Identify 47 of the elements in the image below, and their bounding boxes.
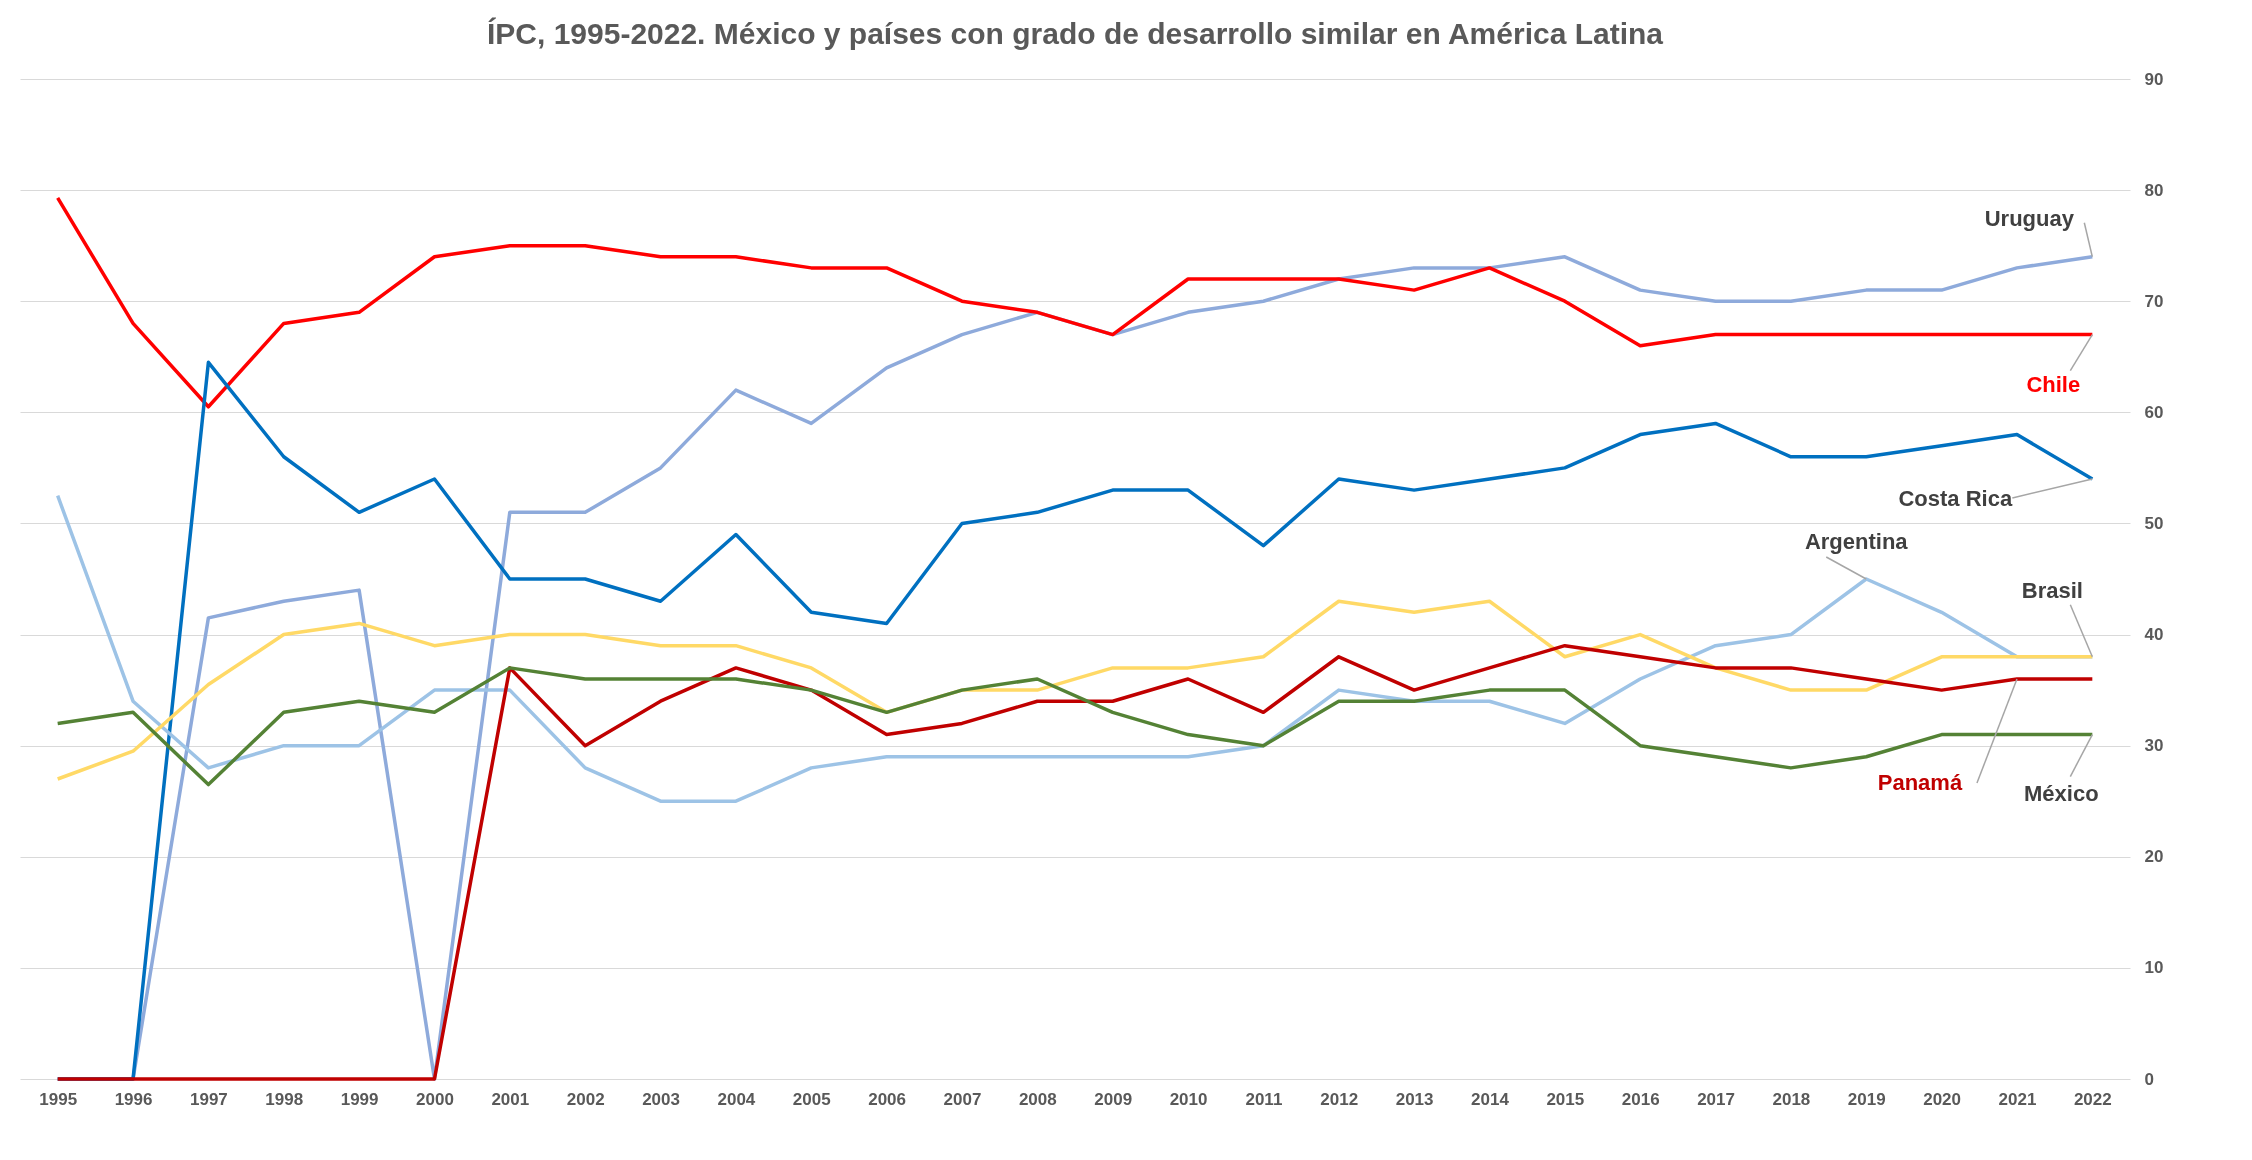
x-tick-label: 2004 (717, 1089, 756, 1109)
text: Panamá (1877, 770, 1963, 795)
x-tick-label: 2001 (491, 1089, 530, 1109)
x-tick-label: 2005 (792, 1089, 831, 1109)
line-series (55, 196, 2095, 409)
x-tick-label: 1998 (265, 1089, 304, 1109)
x-tick-label: 2015 (1546, 1089, 1585, 1109)
x-tick-label: 1995 (39, 1089, 78, 1109)
series-label: Argentina (1804, 529, 1909, 554)
x-tick-label: 2000 (416, 1089, 454, 1109)
x-tick-label: 2003 (642, 1089, 680, 1109)
x-tick-label: 2022 (2073, 1089, 2112, 1109)
y-tick-label: 30 (2144, 736, 2164, 756)
y-tick-label: 0 (2144, 1069, 2154, 1089)
x-tick-label: 1997 (189, 1089, 228, 1109)
y-tick-label: 20 (2144, 847, 2164, 867)
y-tick-label: 70 (2144, 291, 2164, 311)
x-tick-label: 2009 (1094, 1089, 1133, 1109)
chart-title: ÍPC, 1995-2022. México y países con grado de desarrollo similar en América Latina (486, 17, 1664, 50)
x-tick-label: 1996 (114, 1089, 153, 1109)
x-tick-label: 2007 (943, 1089, 982, 1109)
x-tick-label: 2011 (1245, 1089, 1283, 1109)
series-label: Costa Rica (1898, 486, 2013, 511)
x-tick-label: 2013 (1395, 1089, 1434, 1109)
x-tick-label: 2014 (1471, 1089, 1510, 1109)
x-tick-label: 2006 (868, 1089, 907, 1109)
y-tick-label: 40 (2144, 625, 2164, 645)
x-tick-label: 2016 (1621, 1089, 1660, 1109)
y-tick-label: 60 (2144, 402, 2164, 422)
x-tick-label: 2019 (1847, 1089, 1886, 1109)
y-tick-label: 10 (2144, 958, 2164, 978)
x-tick-label: 2018 (1772, 1089, 1811, 1109)
x-tick-label: 2010 (1169, 1089, 1208, 1109)
x-tick-label: 1999 (340, 1089, 379, 1109)
series-label: Chile (2026, 371, 2081, 397)
x-tick-label: 2021 (1998, 1089, 2037, 1109)
text: Brasil (2021, 577, 2083, 603)
x-tick-label: 2017 (1697, 1089, 1735, 1109)
series-label: Uruguay (1984, 205, 2075, 231)
y-tick-label: 50 (2144, 513, 2164, 533)
x-tick-label: 2002 (566, 1089, 605, 1109)
x-tick-label: 2012 (1320, 1089, 1359, 1109)
x-tick-label: 2020 (1923, 1089, 1962, 1109)
y-tick-label: 90 (2144, 69, 2164, 89)
y-tick-label: 80 (2144, 180, 2164, 200)
x-tick-label: 2008 (1018, 1089, 1057, 1109)
text: México (2024, 780, 2099, 806)
